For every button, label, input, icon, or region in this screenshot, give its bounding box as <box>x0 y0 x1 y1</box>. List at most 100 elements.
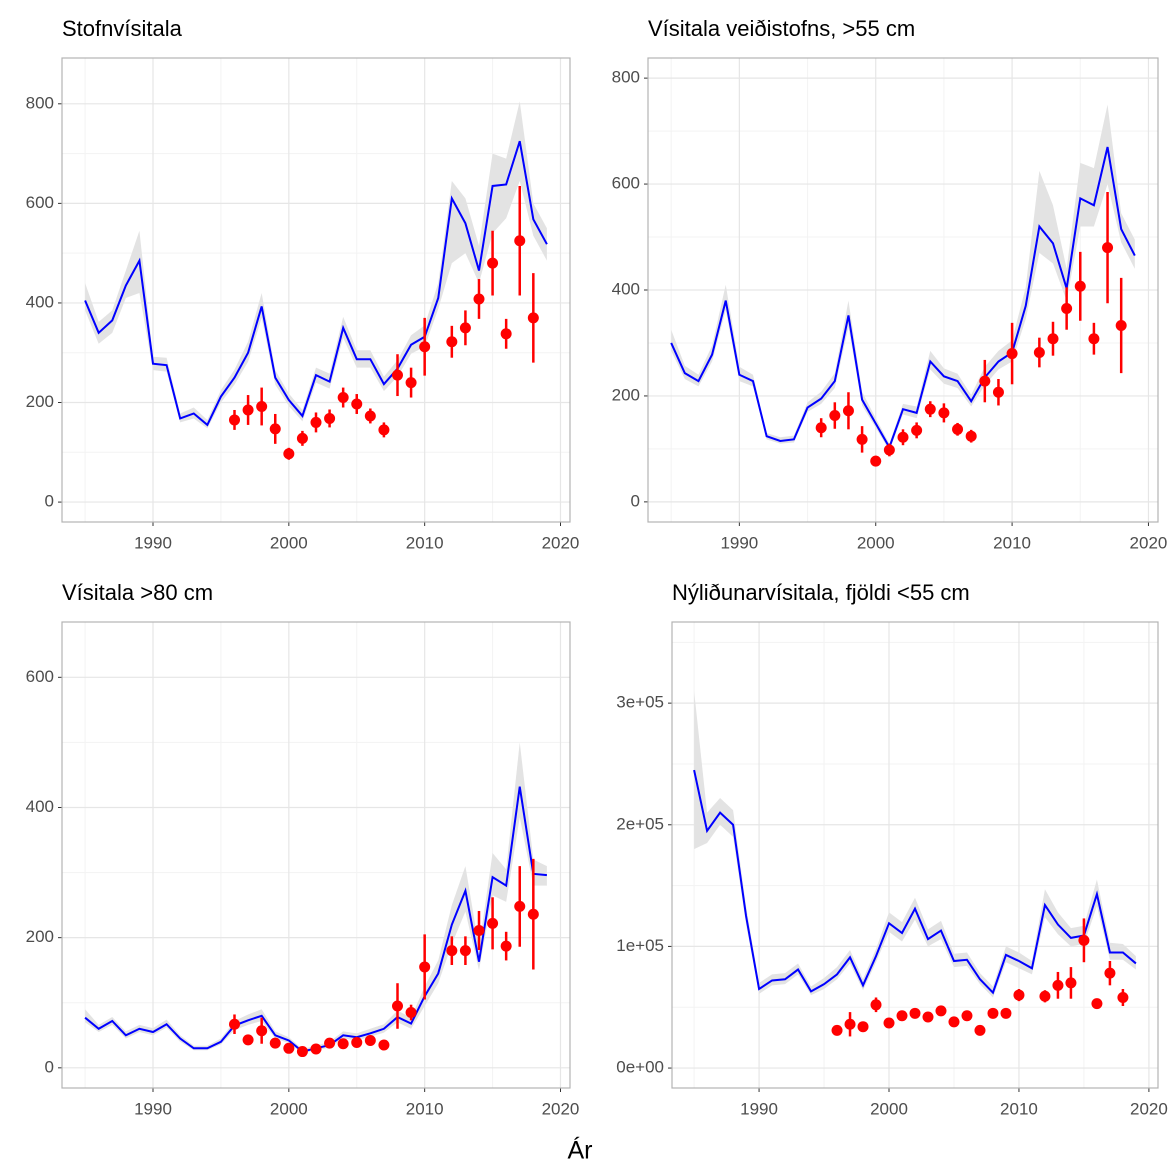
x-tick-label: 2020 <box>542 533 580 552</box>
confidence-band <box>85 742 547 1054</box>
survey-point <box>514 235 526 247</box>
survey-point <box>842 405 854 417</box>
survey-point <box>883 444 895 456</box>
y-tick-label: 3e+05 <box>616 693 664 712</box>
y-tick-label: 200 <box>26 927 54 946</box>
survey-point <box>324 1037 336 1049</box>
survey-point <box>459 322 471 334</box>
survey-point <box>419 961 431 973</box>
survey-point <box>487 917 499 929</box>
survey-point <box>1102 242 1114 254</box>
survey-point <box>527 312 539 324</box>
survey-point <box>310 416 322 428</box>
survey-point <box>310 1043 322 1055</box>
survey-point <box>897 431 909 443</box>
survey-point <box>831 1024 843 1036</box>
panel-border <box>671 621 1159 1089</box>
survey-point <box>896 1010 908 1022</box>
survey-point <box>883 1017 895 1029</box>
survey-point <box>527 908 539 920</box>
y-tick-label: 0 <box>631 491 640 510</box>
survey-point <box>1065 977 1077 989</box>
panel-title: Vísitala veiðistofns, >55 cm <box>648 16 915 41</box>
x-tick-label: 1990 <box>720 533 758 552</box>
y-tick-label: 600 <box>612 174 640 193</box>
survey-point <box>446 336 458 348</box>
survey-point <box>446 945 458 957</box>
survey-point <box>948 1016 960 1028</box>
survey-point <box>500 940 512 952</box>
model-line <box>670 146 1136 450</box>
y-tick-label: 600 <box>26 667 54 686</box>
survey-point <box>419 341 431 353</box>
survey-point <box>229 1018 241 1030</box>
y-tick-label: 800 <box>612 68 640 87</box>
survey-point <box>992 386 1004 398</box>
x-tick-label: 2010 <box>406 533 444 552</box>
survey-point <box>1104 967 1116 979</box>
confidence-band <box>694 690 1136 998</box>
x-tick-label: 2000 <box>270 1099 308 1118</box>
survey-point <box>405 377 417 389</box>
survey-point <box>459 945 471 957</box>
survey-point <box>324 412 336 424</box>
survey-point <box>961 1010 973 1022</box>
y-tick-label: 2e+05 <box>616 814 664 833</box>
survey-point <box>911 424 923 436</box>
model-line <box>84 786 548 1053</box>
survey-point <box>1088 333 1100 345</box>
survey-point <box>337 392 349 404</box>
panel-title: Nýliðunarvísitala, fjöldi <55 cm <box>672 580 970 605</box>
survey-point <box>1000 1007 1012 1019</box>
survey-point <box>979 375 991 387</box>
survey-point <box>256 400 268 412</box>
panel-border <box>647 57 1159 523</box>
x-tick-label: 2020 <box>1130 1099 1168 1118</box>
survey-point <box>269 423 281 435</box>
survey-point <box>1013 989 1025 1001</box>
y-tick-label: 200 <box>612 385 640 404</box>
model-line <box>84 140 548 427</box>
y-tick-label: 1e+05 <box>616 936 664 955</box>
survey-point <box>351 1036 363 1048</box>
survey-point <box>856 433 868 445</box>
survey-point <box>351 398 363 410</box>
survey-point <box>391 1000 403 1012</box>
survey-point <box>256 1025 268 1037</box>
survey-point <box>815 422 827 434</box>
survey-point <box>473 293 485 305</box>
survey-point <box>935 1005 947 1017</box>
survey-point <box>857 1021 869 1033</box>
survey-point <box>283 448 295 460</box>
survey-point <box>296 1046 308 1058</box>
survey-point <box>378 1039 390 1051</box>
survey-point <box>938 407 950 419</box>
survey-point <box>870 999 882 1011</box>
survey-point <box>974 1024 986 1036</box>
confidence-band <box>671 104 1135 451</box>
y-tick-label: 800 <box>26 93 54 112</box>
survey-point <box>296 432 308 444</box>
y-tick-label: 400 <box>26 292 54 311</box>
survey-point <box>1091 998 1103 1010</box>
survey-point <box>1033 347 1045 359</box>
survey-point <box>829 410 841 422</box>
y-tick-label: 0e+00 <box>616 1058 664 1077</box>
survey-point <box>909 1007 921 1019</box>
survey-point <box>364 1034 376 1046</box>
x-tick-label: 1990 <box>134 533 172 552</box>
survey-point <box>514 900 526 912</box>
survey-point <box>922 1011 934 1023</box>
x-axis-label: Ár <box>568 1136 593 1165</box>
survey-point <box>487 257 499 269</box>
survey-point <box>870 455 882 467</box>
x-tick-label: 2010 <box>406 1099 444 1118</box>
x-tick-label: 2020 <box>542 1099 580 1118</box>
survey-point <box>405 1007 417 1019</box>
survey-point <box>364 410 376 422</box>
survey-point <box>1039 990 1051 1002</box>
survey-point <box>337 1038 349 1050</box>
y-tick-label: 600 <box>26 193 54 212</box>
y-tick-label: 0 <box>45 492 54 511</box>
